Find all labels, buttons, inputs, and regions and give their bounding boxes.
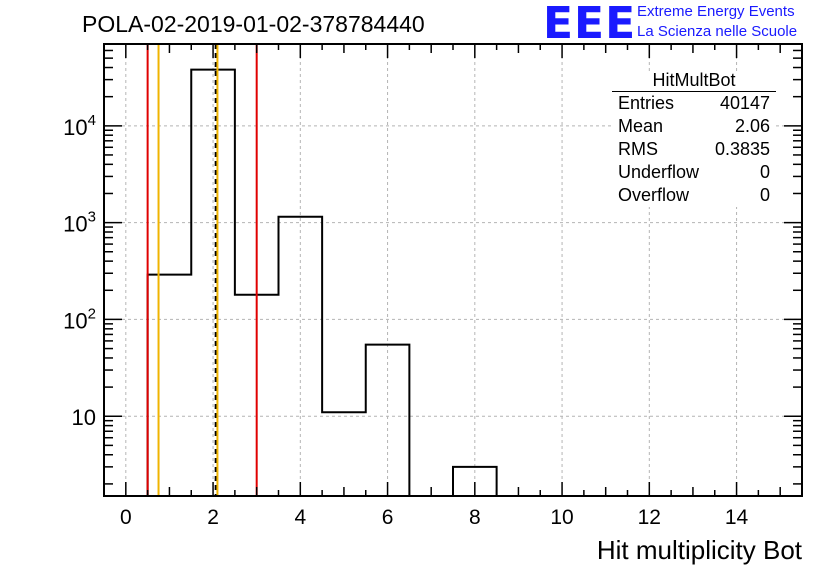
x-tick-label: 8 bbox=[469, 506, 481, 529]
stats-label: RMS bbox=[618, 139, 658, 159]
x-tick-label: 2 bbox=[207, 506, 219, 529]
histogram-bin bbox=[191, 70, 235, 496]
x-tick-label: 4 bbox=[294, 506, 306, 529]
reference-lines bbox=[146, 44, 258, 496]
stats-row-mean: Mean 2.06 bbox=[612, 115, 776, 138]
stats-value: 2.06 bbox=[734, 116, 770, 136]
histogram-bin bbox=[322, 412, 366, 496]
stats-value: 0 bbox=[759, 185, 770, 205]
stats-title: HitMultBot bbox=[612, 71, 776, 92]
stats-label: Overflow bbox=[618, 185, 690, 205]
stats-value: 40147 bbox=[719, 93, 770, 113]
chart-title: POLA-02-2019-01-02-378784440 bbox=[82, 11, 425, 37]
stats-row-rms: RMS 0.3835 bbox=[612, 138, 776, 161]
x-tick-labels: 0 2 4 6 8 10 12 14 bbox=[120, 506, 749, 529]
eee-logo-mark: EEE bbox=[543, 0, 637, 49]
stats-label: Entries bbox=[618, 93, 675, 113]
grid-lines bbox=[104, 44, 802, 496]
y-tick-label: 10 bbox=[72, 405, 96, 430]
x-tick-label: 10 bbox=[550, 506, 573, 529]
stats-label: Mean bbox=[618, 116, 664, 136]
y-tick-label: 103 bbox=[63, 209, 96, 237]
logo-line-1: Extreme Energy Events bbox=[637, 3, 795, 20]
x-tick-label: 6 bbox=[382, 506, 394, 529]
x-tick-label: 14 bbox=[725, 506, 749, 529]
y-tick-label: 104 bbox=[63, 112, 96, 140]
x-tick-label: 0 bbox=[120, 506, 132, 529]
x-axis-label: Hit multiplicity Bot bbox=[596, 535, 802, 565]
stats-label: Underflow bbox=[618, 162, 700, 182]
stats-row-underflow: Underflow 0 bbox=[612, 161, 776, 184]
histogram-bin bbox=[366, 345, 410, 496]
stats-box: HitMultBot Entries 40147 Mean 2.06 RMS 0… bbox=[612, 71, 776, 207]
axes bbox=[103, 43, 803, 497]
histogram-bin bbox=[148, 275, 192, 496]
y-tick-labels: 10 102 103 104 bbox=[63, 112, 96, 430]
stats-row-entries: Entries 40147 bbox=[612, 92, 776, 115]
y-tick-label: 102 bbox=[63, 305, 96, 333]
stats-value: 0 bbox=[759, 162, 770, 182]
stats-value: 0.3835 bbox=[714, 139, 770, 159]
x-tick-label: 12 bbox=[638, 506, 661, 529]
logo-line-2: La Scienza nelle Scuole bbox=[637, 23, 798, 40]
stats-row-overflow: Overflow 0 bbox=[612, 184, 776, 207]
